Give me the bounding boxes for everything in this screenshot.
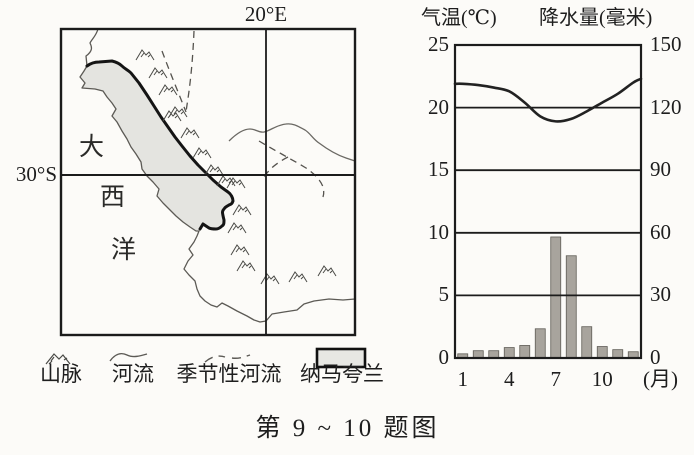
left-axis-tick-25: 25 [428,32,449,56]
right-axis-tick-150: 150 [650,32,682,56]
left-axis-tick-15: 15 [428,157,449,182]
x-axis-tick-10: 10 [591,367,613,391]
precip-bar-month-9 [581,326,593,359]
precip-bar-month-5 [519,345,531,359]
legend-label-mountains: 山脉 [40,362,82,386]
river-legend-icon [109,352,148,362]
latitude-label: 30°S [15,162,57,186]
ocean-label-char-2: 西 [100,184,126,211]
temperature-line [453,77,643,123]
river [228,123,356,162]
region-legend-swatch [315,347,367,369]
precip-bar-month-4 [503,347,515,359]
precip-bar-month-11 [612,349,624,359]
map-panel [59,27,357,337]
x-axis-tick-4: 4 [504,367,515,391]
chart-gridlines [455,106,641,297]
left-axis-title: 气温(℃) [421,7,497,29]
right-axis-tick-60: 60 [650,219,671,244]
precip-bar-month-6 [534,328,546,359]
left-axis-tick-20: 20 [428,94,449,119]
seasonal-river-legend-icon [204,354,251,363]
ocean-label-char-3: 洋 [111,237,137,264]
legend-label-river: 河流 [112,362,154,386]
mountain-symbols [135,49,337,285]
legend-label-namaqualand: 纳马夸兰 [300,362,384,386]
map-legend-icons [45,347,367,369]
left-axis-tick-0: 0 [438,345,450,369]
left-axis-tick-5: 5 [438,282,450,307]
x-axis-tick-7: 7 [550,367,562,391]
legend-label-seasonal-river: 季节性河流 [176,362,282,386]
x-axis-unit: (月) [643,367,678,391]
mountain-legend-icon [45,353,71,365]
right-axis-tick-90: 90 [650,157,671,182]
precip-bar-month-7 [550,236,562,359]
precip-bar-month-10 [596,346,608,359]
coastline [79,28,356,323]
left-axis-tick-10: 10 [428,219,449,244]
chart-frame [453,43,643,360]
climate-chart [453,43,643,360]
namaqualand-region [80,61,233,231]
x-axis-tick-1: 1 [457,367,469,391]
longitude-label: 20°E [244,2,288,26]
figure-caption: 第 9 ~ 10 题图 [255,415,440,442]
region-boundary [85,59,235,231]
ocean-label-char-1: 大 [79,134,105,161]
right-axis-tick-30: 30 [650,282,671,307]
right-axis-tick-120: 120 [650,94,682,119]
precipitation-bars [457,236,639,359]
precip-bar-month-8 [565,255,577,359]
map-frame [59,27,357,337]
right-axis-title: 降水量(毫米) [539,7,653,29]
right-axis-tick-0: 0 [650,345,661,369]
